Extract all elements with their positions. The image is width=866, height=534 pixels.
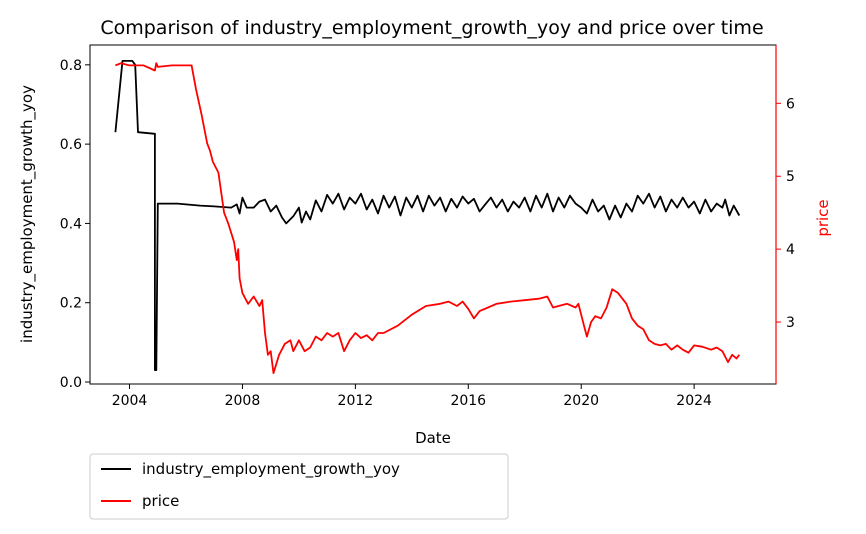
x-axis-label: Date xyxy=(415,429,451,447)
x-tick-label: 2004 xyxy=(112,393,148,409)
y-axis-right: 3 4 5 6 xyxy=(775,45,795,384)
plot-area xyxy=(89,44,777,385)
series-line-employment xyxy=(114,60,741,372)
legend-label-price: price xyxy=(142,492,179,510)
y-right-tick-label: 4 xyxy=(786,242,795,258)
legend-label-employment: industry_employment_growth_yoy xyxy=(142,460,400,479)
y-left-tick-label: 0.8 xyxy=(60,58,82,74)
x-tick-label: 2008 xyxy=(225,393,261,409)
y-axis-right-label: price xyxy=(814,199,832,236)
x-axis: 2004 2008 2012 2016 2020 2024 xyxy=(112,384,712,409)
y-right-tick-label: 6 xyxy=(786,96,795,112)
y-left-tick-label: 0.2 xyxy=(60,296,82,312)
y-left-tick-label: 0.6 xyxy=(60,137,82,153)
y-right-tick-label: 3 xyxy=(786,315,795,331)
series-line-price xyxy=(115,62,741,375)
y-left-tick-label: 0.0 xyxy=(60,375,82,391)
chart-title: Comparison of industry_employment_growth… xyxy=(100,17,763,39)
y-left-tick-label: 0.4 xyxy=(60,216,82,232)
x-tick-label: 2016 xyxy=(450,393,486,409)
legend-frame xyxy=(89,453,509,520)
plot-frame xyxy=(89,44,777,385)
x-tick-label: 2024 xyxy=(676,393,712,409)
x-tick-label: 2020 xyxy=(563,393,599,409)
y-axis-left: 0.0 0.2 0.4 0.6 0.8 xyxy=(60,58,90,391)
x-tick-label: 2012 xyxy=(338,393,374,409)
y-axis-left-label: industry_employment_growth_yoy xyxy=(18,85,37,343)
legend: industry_employment_growth_yoy price xyxy=(89,453,509,520)
y-right-tick-label: 5 xyxy=(786,169,795,185)
series-layer xyxy=(114,60,741,375)
